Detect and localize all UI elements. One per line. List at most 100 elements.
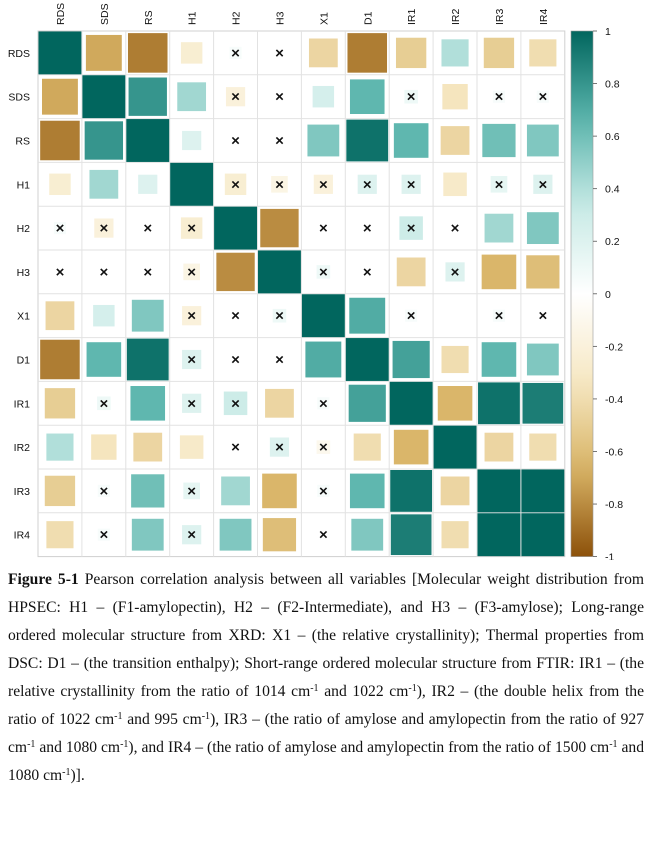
not-significant-marker: × <box>99 527 108 544</box>
caption-segment: and 1080 cm <box>35 739 121 756</box>
caption-superscript: -1 <box>62 767 71 778</box>
not-significant-marker: × <box>56 264 65 281</box>
not-significant-marker: × <box>319 264 328 281</box>
not-significant-marker: × <box>363 220 372 237</box>
caption-segment: Pearson correlation analysis between all… <box>8 571 644 700</box>
heatmap-cell <box>477 469 521 513</box>
heatmap-cell <box>82 75 126 119</box>
heatmap-cell <box>529 39 557 67</box>
heatmap-cell <box>126 119 170 162</box>
heatmap-cell <box>216 252 255 292</box>
heatmap-cell <box>440 476 470 506</box>
heatmap-cell <box>405 309 418 322</box>
heatmap-cell <box>180 42 203 64</box>
heatmap-cell <box>180 217 203 239</box>
heatmap-cell <box>482 123 516 158</box>
heatmap-cell <box>401 174 421 194</box>
heatmap-cell <box>130 386 166 421</box>
not-significant-marker: × <box>99 483 108 500</box>
heatmap-cell <box>45 301 75 331</box>
row-label: D1 <box>17 355 31 367</box>
not-significant-marker: × <box>363 264 372 281</box>
column-label: RS <box>143 10 155 25</box>
not-significant-marker: × <box>231 45 240 62</box>
heatmap-cell <box>317 397 330 410</box>
heatmap-cell <box>390 514 432 556</box>
not-significant-marker: × <box>231 176 240 193</box>
caption-segment: and 1080 cm <box>8 739 645 784</box>
not-significant-marker: × <box>99 264 108 281</box>
column-label: H2 <box>231 11 243 25</box>
heatmap-cell <box>437 386 473 421</box>
heatmap-cell <box>492 90 506 103</box>
heatmap-cell <box>348 384 386 422</box>
row-label: H3 <box>17 267 31 279</box>
heatmap-cell <box>258 250 301 294</box>
caption-superscript: -1 <box>114 711 123 722</box>
heatmap-cell <box>396 257 426 287</box>
heatmap-cell <box>305 341 342 378</box>
heatmap-cell <box>97 396 111 411</box>
heatmap-cell <box>126 338 169 381</box>
row-label: RS <box>15 136 30 148</box>
heatmap-cell <box>182 525 202 545</box>
heatmap-cell <box>170 162 214 206</box>
heatmap-cell <box>316 265 331 279</box>
caption-superscript: -1 <box>201 711 211 722</box>
heatmap-cell <box>351 518 384 551</box>
correlation-figure: × × × × × × × × × × × × × × × × × × × × × × × × × × × × × × × × × × × × × × × ×… <box>8 3 623 564</box>
colorbar <box>570 30 594 557</box>
row-label: IR2 <box>14 442 31 454</box>
not-significant-marker: × <box>495 176 504 193</box>
row-label: RDS <box>8 48 30 60</box>
not-significant-marker: × <box>319 483 328 500</box>
colorbar-tick-label: 0.4 <box>605 184 620 196</box>
heatmap-cell <box>441 345 469 374</box>
not-significant-marker: × <box>407 176 416 193</box>
not-significant-marker: × <box>187 352 196 369</box>
not-significant-marker: × <box>319 395 328 412</box>
heatmap-cell <box>481 342 517 377</box>
not-significant-marker: × <box>275 439 284 456</box>
heatmap-cell <box>221 476 250 506</box>
heatmap-cell <box>346 119 389 162</box>
heatmap-cell <box>392 340 430 379</box>
heatmap-cell <box>46 433 74 461</box>
not-significant-marker: × <box>187 395 196 412</box>
heatmap-cell <box>521 469 565 513</box>
heatmap-cell <box>399 216 423 240</box>
not-significant-marker: × <box>231 352 240 369</box>
column-label: H3 <box>274 11 286 25</box>
heatmap-cell <box>183 263 200 281</box>
heatmap-cell <box>262 473 297 509</box>
heatmap-cell <box>86 342 122 377</box>
heatmap-cell <box>183 482 200 500</box>
heatmap-cell <box>262 518 297 552</box>
colorbar-tick-label: -0.2 <box>605 341 623 353</box>
column-label: IR2 <box>450 9 462 26</box>
heatmap-cell <box>440 126 470 155</box>
heatmap-cell <box>353 433 381 461</box>
not-significant-marker: × <box>99 395 108 412</box>
heatmap-cell <box>133 432 163 462</box>
heatmap-cell <box>44 388 76 419</box>
heatmap-cell <box>522 382 564 424</box>
heatmap-cell <box>49 173 71 196</box>
heatmap-cell <box>536 90 549 103</box>
not-significant-marker: × <box>187 264 196 281</box>
heatmap-cell <box>229 46 242 59</box>
not-significant-marker: × <box>319 220 328 237</box>
heatmap-cell <box>131 518 164 551</box>
heatmap-cell <box>317 484 330 497</box>
column-label: IR4 <box>538 9 550 26</box>
heatmap-cell <box>265 388 294 418</box>
heatmap-cell <box>345 338 389 381</box>
row-label: SDS <box>8 92 30 104</box>
heatmap-cell <box>490 175 508 193</box>
heatmap-cell <box>389 381 433 425</box>
heatmap-cell <box>182 349 202 370</box>
heatmap-cell <box>307 124 340 157</box>
colorbar-tick-label: -0.4 <box>605 394 623 406</box>
column-label: X1 <box>318 12 330 25</box>
heatmap-cell <box>526 343 559 376</box>
